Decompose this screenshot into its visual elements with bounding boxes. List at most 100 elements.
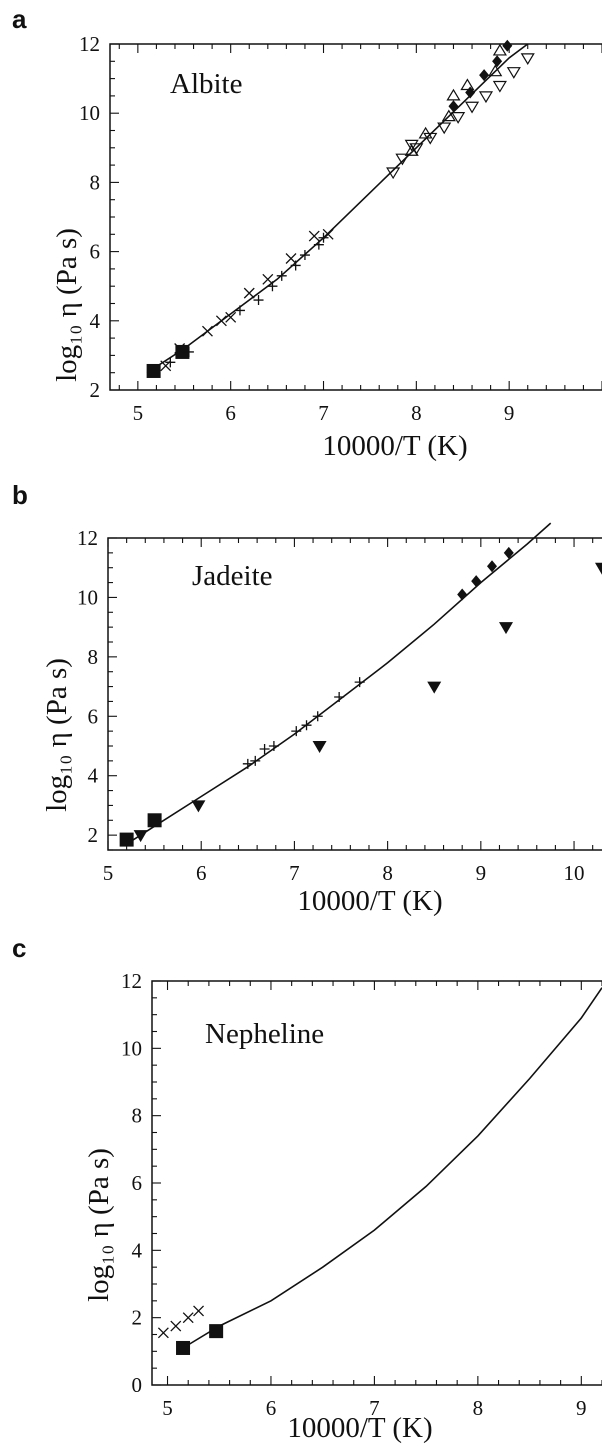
jadeite-chart: Jadeite log₁₀ η (Pa s) 10000/T (K) 2 4 6 8 1… <box>41 522 602 917</box>
data-point-open-triangle <box>520 53 535 66</box>
x-tick-label: 6 <box>225 401 236 425</box>
panel-jadeite: b Jadeite log₁₀ η (Pa s) 10000/T (K) 2 4 6… <box>0 470 602 925</box>
y-axis-label: log₁₀ η (Pa s) <box>41 658 73 812</box>
y-axis-label: log₁₀ η (Pa s) <box>83 1148 115 1302</box>
data-point-filled-triangle <box>191 800 206 813</box>
data-point-cross <box>215 315 227 327</box>
data-point-open-triangle <box>506 67 521 79</box>
data-point-open-triangle <box>446 88 461 101</box>
x-tick-label: 6 <box>196 861 207 885</box>
panel-nepheline: c Nepheline log₁₀ η (Pa s) 10000/T (K) 0… <box>0 925 602 1448</box>
data-point-filled-triangle <box>427 681 442 694</box>
panel-letter: a <box>12 4 27 34</box>
data-point-open-triangle <box>464 101 480 114</box>
y-tick-label: 4 <box>88 764 99 788</box>
data-point-plus <box>334 691 345 702</box>
data-point-plus <box>165 357 176 368</box>
x-tick-label: 7 <box>318 401 329 425</box>
data-point-plus <box>242 758 253 769</box>
data-point-open-triangle <box>395 153 410 166</box>
plot-frame <box>107 537 602 851</box>
y-tick-label: 6 <box>90 240 101 264</box>
data-point-open-triangle <box>437 122 452 135</box>
y-tick-label: 10 <box>77 585 98 609</box>
data-point-filled-triangle <box>595 562 602 575</box>
panel-letter: b <box>12 480 28 510</box>
panel-albite: a Albite log₁₀ η (Pa s) 10000/T (K) 2 4 6 8… <box>0 0 602 470</box>
data-point-plus <box>354 677 365 688</box>
data-point-filled-square <box>146 363 161 378</box>
fit-curve <box>126 522 552 845</box>
data-point-plus <box>299 250 310 261</box>
data-point-filled-square <box>176 1340 191 1355</box>
albite-chart: Albite log₁₀ η (Pa s) 10000/T (K) 2 4 6 8 10… <box>51 32 602 462</box>
data-point-cross <box>157 1327 169 1339</box>
data-point-open-triangle <box>492 43 507 56</box>
data-point-filled-diamond <box>465 86 476 99</box>
x-tick-label: 9 <box>504 401 515 425</box>
y-tick-label: 12 <box>121 969 142 993</box>
data-point-cross <box>174 343 186 354</box>
data-point-open-triangle <box>451 112 466 124</box>
data-point-filled-diamond <box>502 39 513 52</box>
x-axis-label: 10000/T (K) <box>287 1412 432 1444</box>
y-tick-label: 8 <box>90 170 101 194</box>
y-tick-label: 6 <box>88 704 99 728</box>
x-tick-label: 8 <box>473 1396 484 1420</box>
data-point-plus <box>268 741 279 751</box>
y-tick-label: 4 <box>90 309 101 333</box>
data-point-cross <box>262 273 274 285</box>
data-point-plus <box>259 743 270 754</box>
data-point-filled-diamond <box>479 69 490 82</box>
data-point-plus <box>234 305 245 316</box>
data-point-plus <box>267 281 278 292</box>
x-axis-label: 10000/T (K) <box>322 430 467 462</box>
data-point-plus <box>290 260 301 271</box>
y-tick-label: 12 <box>79 32 100 56</box>
data-point-filled-diamond <box>492 55 503 68</box>
panel-letter: c <box>12 933 27 963</box>
x-tick-label: 10 <box>564 861 585 885</box>
fit-curve <box>182 987 602 1349</box>
data-point-filled-diamond <box>448 100 459 113</box>
data-point-filled-triangle <box>133 830 148 843</box>
data-point-plus <box>253 295 264 306</box>
data-point-open-triangle <box>488 64 503 77</box>
data-point-cross <box>182 1312 194 1324</box>
data-point-filled-triangle <box>312 741 327 753</box>
y-tick-label: 2 <box>132 1306 143 1330</box>
data-point-plus <box>313 239 324 250</box>
data-point-plus <box>312 711 323 722</box>
y-tick-label: 2 <box>90 378 101 402</box>
x-tick-label: 6 <box>266 1396 277 1420</box>
data-point-cross <box>243 287 255 299</box>
data-point-cross <box>308 230 320 242</box>
data-point-cross <box>193 1305 205 1317</box>
data-point-filled-diamond <box>487 560 498 573</box>
x-tick-label: 5 <box>133 401 144 425</box>
y-tick-label: 10 <box>121 1036 142 1060</box>
y-tick-label: 12 <box>77 526 98 550</box>
data-point-open-triangle <box>418 126 433 139</box>
y-tick-label: 4 <box>132 1238 143 1262</box>
data-point-filled-square <box>147 813 162 828</box>
x-tick-label: 5 <box>162 1396 173 1420</box>
x-tick-label: 7 <box>289 861 300 885</box>
data-point-filled-diamond <box>457 588 468 601</box>
data-point-plus <box>276 270 287 281</box>
data-point-open-triangle <box>478 91 494 104</box>
x-tick-label: 7 <box>369 1396 380 1420</box>
x-tick-label: 8 <box>411 401 422 425</box>
data-point-filled-diamond <box>471 575 482 588</box>
x-tick-label: 9 <box>476 861 487 885</box>
nepheline-chart: Nepheline log₁₀ η (Pa s) 10000/T (K) 0 2 4… <box>83 969 602 1444</box>
data-point-cross <box>285 253 297 264</box>
y-axis-label: log₁₀ η (Pa s) <box>51 228 83 382</box>
data-point-open-triangle <box>441 109 456 122</box>
data-point-plus <box>291 726 302 737</box>
data-point-plus <box>318 232 329 243</box>
x-axis-label: 10000/T (K) <box>297 885 442 917</box>
data-point-cross <box>170 1320 182 1332</box>
data-point-filled-square <box>209 1324 224 1339</box>
y-tick-label: 6 <box>132 1171 143 1195</box>
